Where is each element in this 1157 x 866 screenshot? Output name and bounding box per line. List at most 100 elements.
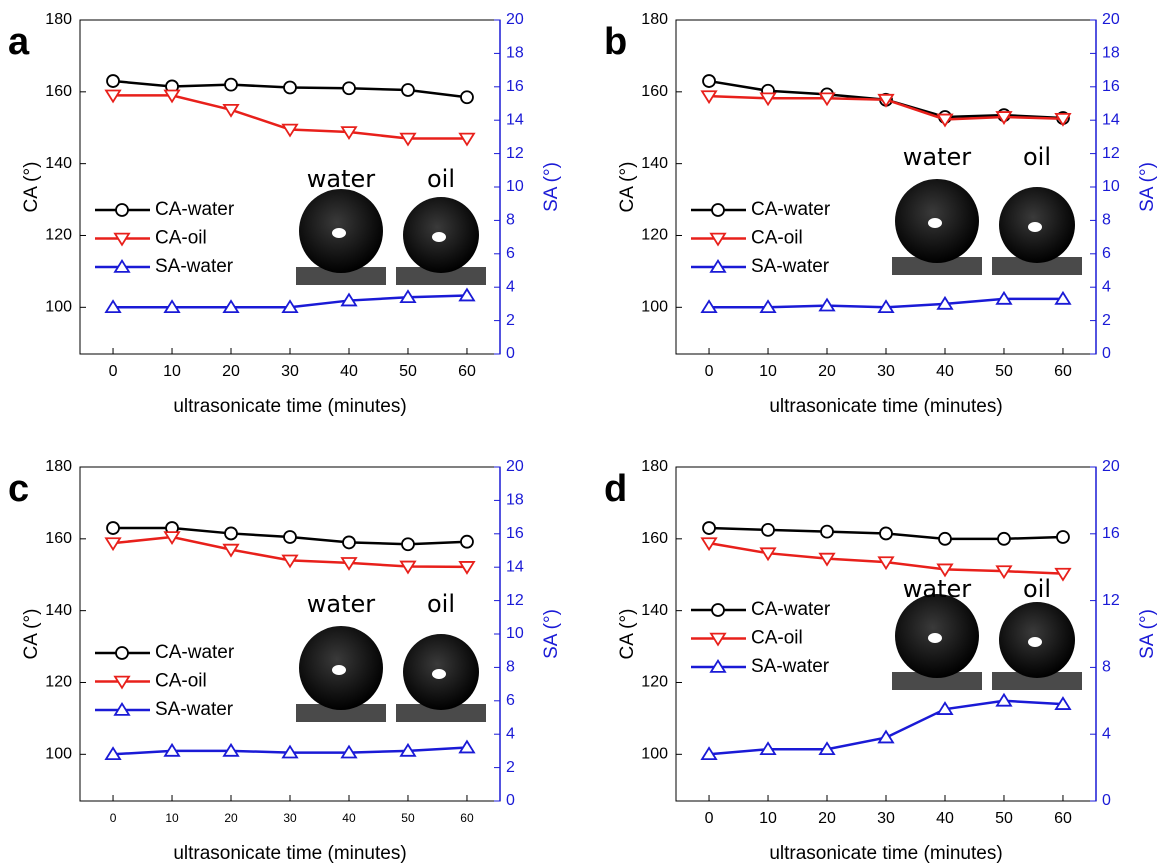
marker <box>759 547 777 562</box>
panel-label: d <box>604 468 627 510</box>
y-tick-label: 140 <box>641 602 668 619</box>
legend-label: CA-oil <box>751 628 803 649</box>
x-tick-label: 10 <box>759 810 777 827</box>
y2-tick-label: 4 <box>506 278 515 295</box>
y2-tick-label: 4 <box>1102 725 1111 742</box>
marker <box>877 729 895 744</box>
marker <box>818 92 836 107</box>
marker <box>997 531 1011 546</box>
marker <box>458 287 476 302</box>
legend-marker <box>711 203 725 217</box>
marker <box>1054 290 1072 305</box>
marker <box>399 742 417 757</box>
y-tick-label: 120 <box>45 674 72 691</box>
marker <box>700 746 718 761</box>
x-axis-label: ultrasonicate time (minutes) <box>173 843 406 864</box>
marker <box>877 556 895 571</box>
y2-tick-label: 6 <box>506 245 515 262</box>
droplet-highlight <box>432 669 446 679</box>
y2-tick-label: 12 <box>1102 145 1120 162</box>
marker <box>104 746 122 761</box>
legend-marker <box>113 259 131 273</box>
legend-marker <box>711 603 725 617</box>
droplet-highlight <box>332 665 346 675</box>
y-tick-label: 120 <box>641 227 668 244</box>
marker <box>340 126 358 141</box>
marker <box>820 524 834 539</box>
substrate <box>892 257 982 275</box>
marker <box>936 295 954 310</box>
legend-label: SA-water <box>751 656 830 677</box>
y2-tick-label: 20 <box>1102 458 1120 475</box>
y-tick-label: 160 <box>641 83 668 100</box>
x-tick-label: 50 <box>399 363 417 380</box>
x-axis-label: ultrasonicate time (minutes) <box>173 396 406 417</box>
x-tick-label: 20 <box>222 363 240 380</box>
y2-tick-label: 16 <box>1102 78 1120 95</box>
substrate <box>992 672 1082 690</box>
substrate <box>296 267 386 285</box>
y-tick-label: 160 <box>641 530 668 547</box>
y2-tick-label: 10 <box>506 625 524 642</box>
y2-tick-label: 20 <box>1102 11 1120 28</box>
marker <box>283 80 297 95</box>
annotation: oil <box>1023 143 1051 171</box>
legend-label: CA-oil <box>155 671 207 692</box>
y2-tick-label: 12 <box>506 592 524 609</box>
marker <box>702 74 716 88</box>
x-tick-label: 50 <box>995 810 1013 827</box>
legend-marker <box>113 675 131 690</box>
marker <box>283 530 297 544</box>
annotation: oil <box>427 165 455 193</box>
marker <box>818 741 836 756</box>
x-tick-label: 40 <box>936 363 954 380</box>
legend-marker <box>115 203 129 217</box>
marker <box>995 565 1013 580</box>
marker <box>163 299 181 314</box>
marker <box>1054 567 1072 582</box>
y-tick-label: 140 <box>45 602 72 619</box>
marker <box>759 299 777 314</box>
y2-tick-label: 16 <box>1102 525 1120 542</box>
y2-tick-label: 0 <box>506 792 515 809</box>
y2-tick-label: 0 <box>1102 345 1111 362</box>
y2-tick-label: 14 <box>1102 111 1120 128</box>
marker <box>399 289 417 304</box>
y2-tick-label: 6 <box>1102 245 1111 262</box>
y-tick-label: 180 <box>45 458 72 475</box>
substrate <box>396 704 486 722</box>
substrate <box>892 672 982 690</box>
y2-tick-label: 10 <box>506 178 524 195</box>
legend-label: CA-oil <box>155 228 207 249</box>
legend-marker <box>709 632 727 647</box>
marker <box>104 299 122 314</box>
droplet-highlight <box>928 218 942 228</box>
y2-tick-label: 14 <box>506 558 524 575</box>
y-tick-label: 100 <box>641 299 668 316</box>
y-tick-label: 180 <box>45 11 72 28</box>
marker <box>936 563 954 578</box>
x-tick-label: 20 <box>818 363 836 380</box>
marker <box>163 742 181 757</box>
marker <box>281 123 299 138</box>
legend-marker <box>709 259 727 273</box>
panel-label: b <box>604 21 627 63</box>
marker <box>700 90 718 105</box>
y-axis-label: CA (°) <box>21 609 42 660</box>
annotation: water <box>903 575 972 603</box>
x-tick-label: 40 <box>342 811 356 825</box>
x-tick-label: 20 <box>224 811 238 825</box>
y-tick-label: 100 <box>45 299 72 316</box>
substrate <box>296 704 386 722</box>
y2-tick-label: 18 <box>506 492 524 509</box>
y2-tick-label: 6 <box>506 692 515 709</box>
marker <box>759 741 777 756</box>
marker <box>938 531 952 546</box>
y-tick-label: 180 <box>641 11 668 28</box>
marker <box>222 742 240 757</box>
marker <box>340 557 358 571</box>
y-axis-label: CA (°) <box>21 162 42 213</box>
marker <box>995 692 1013 707</box>
marker <box>399 560 417 575</box>
